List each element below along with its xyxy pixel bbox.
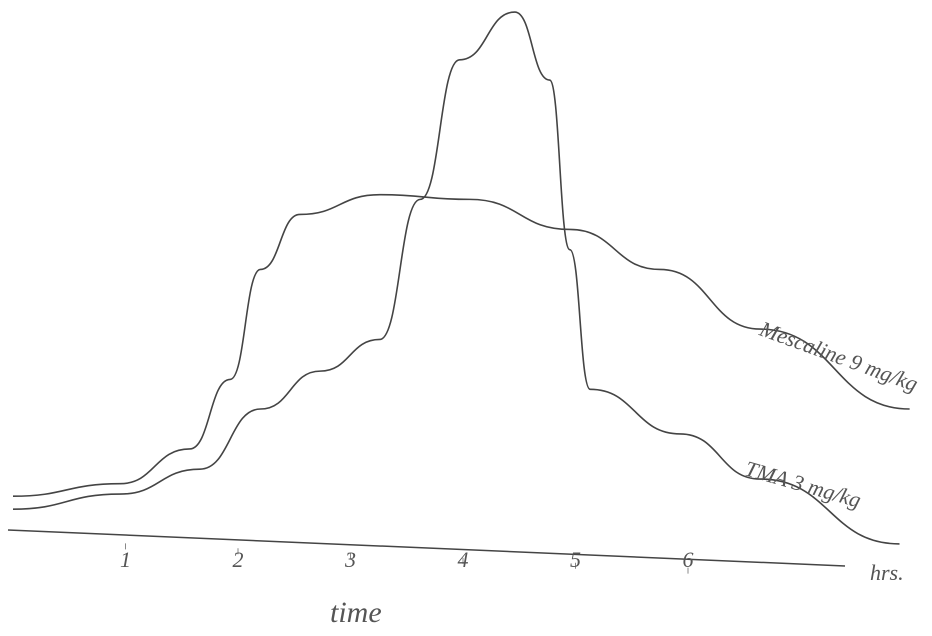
series-label: Mescaline 9 mg/kg <box>756 316 922 397</box>
series-line <box>12 11 900 545</box>
x-tick-label: 3 <box>344 547 356 572</box>
x-tick-label: 2 <box>233 547 244 572</box>
series-line <box>12 193 910 497</box>
x-tick-label: 1 <box>120 547 131 572</box>
x-axis <box>7 529 846 567</box>
x-axis-title: time <box>330 596 382 629</box>
x-unit-label: hrs. <box>870 560 904 585</box>
x-tick-label: 6 <box>683 547 694 572</box>
series-label: TMA 3 mg/kg <box>742 456 864 513</box>
x-tick-label: 5 <box>570 547 581 572</box>
x-tick-label: 4 <box>458 547 469 572</box>
